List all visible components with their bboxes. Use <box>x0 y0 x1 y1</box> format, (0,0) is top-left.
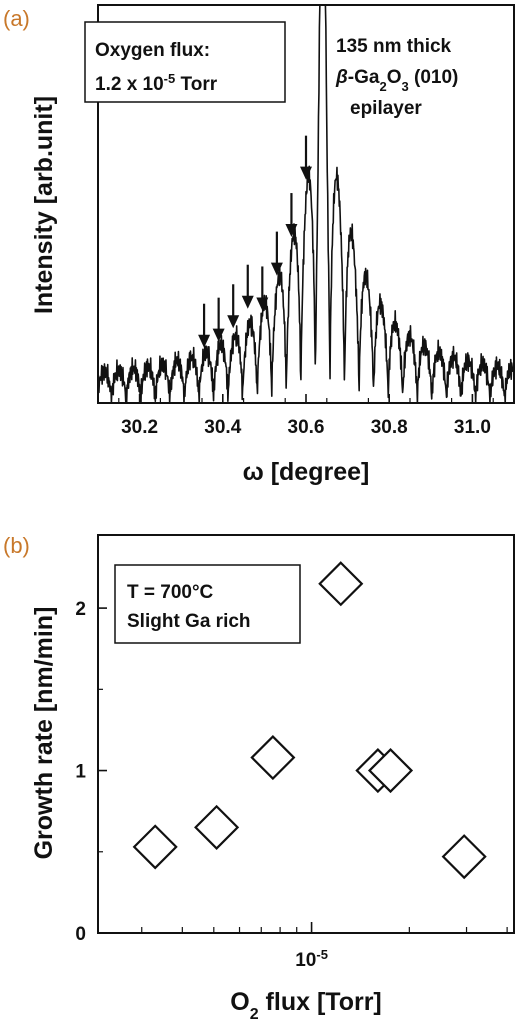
panel-a-x-tick-label: 30.4 <box>204 417 241 438</box>
growth-rate-point <box>441 834 487 880</box>
panel-b-y-tick-label: 2 <box>75 599 86 620</box>
growth-rate-point <box>132 824 178 870</box>
panel-b-x-ticks <box>141 922 508 933</box>
oxygen-flux-box <box>84 21 286 103</box>
panel-a-x-tick-label: 30.8 <box>371 417 408 438</box>
sample-line3: epilayer <box>350 98 422 119</box>
fringe-arrow <box>227 284 240 329</box>
panel-a-label: (a) <box>3 6 30 31</box>
conditions-line1: T = 700°C <box>127 582 214 603</box>
panel-b-y-axis-title: Growth rate [nm/min] <box>30 607 58 860</box>
oxygen-flux-line1: Oxygen flux: <box>95 40 210 61</box>
conditions-line2: Slight Ga rich <box>127 611 251 632</box>
fringe-arrow <box>198 303 211 348</box>
panel-b-y-tick-label: 1 <box>75 762 86 783</box>
panel-a-x-tick-label: 30.6 <box>288 417 325 438</box>
panel-a-plot: 30.2 30.4 30.6 30.8 31.0 Oxygen flux: 1.2 x … <box>84 4 515 438</box>
fringe-arrow <box>285 193 298 238</box>
growth-rate-point <box>318 561 364 607</box>
growth-rate-point <box>194 804 240 850</box>
growth-rate-point <box>250 734 296 781</box>
growth-rate-points <box>132 561 487 880</box>
fringe-arrow <box>300 135 312 180</box>
panel-b-y-tick-label: 0 <box>75 924 86 945</box>
oxygen-flux-line2: 1.2 x 10-5 Torr <box>95 71 218 96</box>
panel-a-x-tick-label: 31.0 <box>454 417 491 438</box>
fringe-arrow <box>241 264 254 309</box>
panel-b-y-ticks: 0 1 2 <box>75 599 107 945</box>
panel-b-frame <box>97 534 515 934</box>
panel-a-x-axis-title: ω [degree] <box>243 458 370 486</box>
panel-a-y-axis-title: Intensity [arb.unit] <box>30 96 58 314</box>
fringe-arrow <box>212 297 225 342</box>
fringe-arrow <box>270 231 283 276</box>
xrd-curve <box>97 4 515 404</box>
panel-b-x-axis-title: O2 flux [Torr] <box>230 988 382 1023</box>
growth-rate-point <box>367 747 414 794</box>
sample-line2: β-Ga2O3 (010) <box>335 67 458 94</box>
fringe-arrow <box>256 266 269 311</box>
panel-b-plot: 0 1 2 T = 700°C Slight Ga rich <box>75 534 515 945</box>
sample-line1: 135 nm thick <box>336 36 452 57</box>
fringe-arrows <box>198 135 312 348</box>
panel-a-x-ticks: 30.2 30.4 30.6 30.8 31.0 <box>118 394 494 438</box>
panel-b-x-major-tick-label: 10-5 <box>295 947 328 972</box>
conditions-box <box>114 564 301 644</box>
panel-b-label: (b) <box>3 533 30 558</box>
panel-a-x-tick-label: 30.2 <box>121 417 158 438</box>
